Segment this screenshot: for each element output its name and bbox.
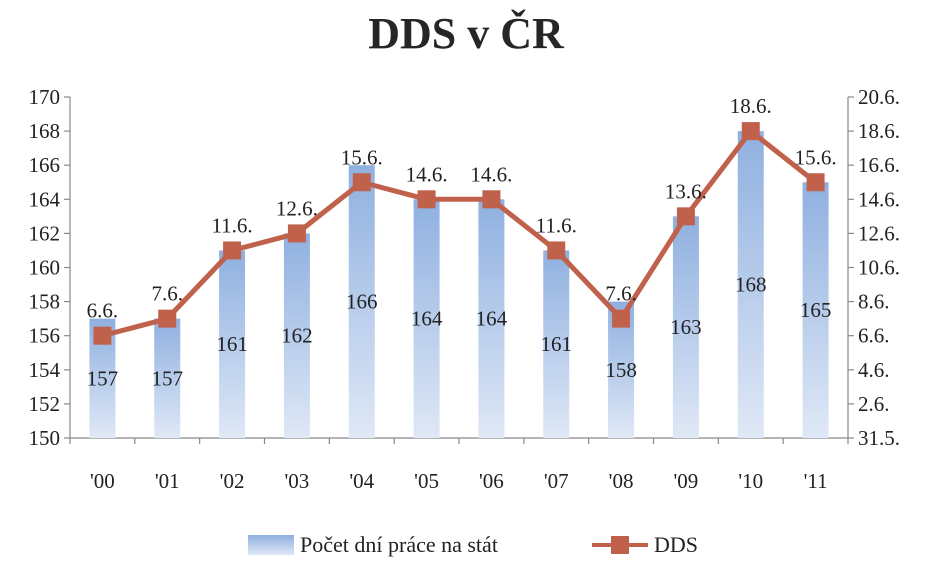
bar-label: 157 [152, 366, 184, 390]
dds-marker [417, 190, 436, 209]
axes: 150 152 154 156 158 160 162 164 166 168 170 31.5. 2.… [29, 85, 901, 493]
bar [154, 318, 181, 438]
dds-marker [223, 241, 242, 260]
right-tick-label: 2.6. [858, 392, 890, 416]
dds-marker [287, 224, 306, 243]
right-tick-label: 16.6. [858, 153, 900, 177]
left-tick-label: 154 [29, 358, 61, 382]
line-label: 15.6. [795, 145, 837, 169]
x-tick-label: '09 [674, 469, 699, 493]
line-label: 15.6. [341, 145, 383, 169]
left-tick-label: 162 [29, 221, 61, 245]
left-tick-label: 156 [29, 324, 61, 348]
dds-marker [676, 207, 695, 226]
legend-bar-swatch [248, 535, 294, 555]
combo-chart: 150 152 154 156 158 160 162 164 166 168 170 31.5. 2.… [29, 85, 901, 493]
right-tick-label: 18.6. [858, 119, 900, 143]
line-label: 7.6. [152, 282, 184, 306]
right-tick-label: 12.6. [858, 221, 900, 245]
dds-marker [352, 173, 371, 192]
x-tick-label: '08 [609, 469, 634, 493]
line-series [93, 122, 825, 345]
left-tick-label: 170 [29, 85, 61, 109]
bar [413, 199, 440, 438]
bar-label: 162 [281, 324, 313, 348]
right-tick-label: 31.5. [858, 426, 900, 450]
dds-line [101, 128, 818, 339]
line-data-labels: 6.6. 7.6. 11.6. 12.6. 15.6. 14.6. 14.6. 11.6. 7.… [87, 94, 837, 323]
line-label: 11.6. [211, 213, 252, 237]
bar-label: 161 [216, 332, 248, 356]
left-tick-label: 150 [29, 426, 61, 450]
bar-series [89, 131, 829, 438]
dds-marker [741, 122, 760, 141]
x-tick-label: '11 [804, 469, 828, 493]
bar-label: 164 [411, 307, 443, 331]
x-tick-label: '02 [220, 469, 245, 493]
bar-label: 165 [800, 298, 832, 322]
left-tick-label: 158 [29, 290, 61, 314]
right-tick-label: 6.6. [858, 324, 890, 348]
legend-item-bars: Počet dní práce na stát [248, 530, 498, 560]
bar-label: 157 [87, 366, 119, 390]
line-label: 14.6. [406, 162, 448, 186]
line-label: 7.6. [605, 282, 637, 306]
line-label: 18.6. [730, 94, 772, 118]
dds-marker [158, 309, 177, 328]
x-tick-label: '01 [155, 469, 180, 493]
bar [672, 216, 699, 438]
left-tick-label: 160 [29, 256, 61, 280]
right-tick-label: 14.6. [858, 187, 900, 211]
bar-label: 163 [670, 315, 702, 339]
legend-label-bars: Počet dní práce na stát [300, 532, 498, 557]
left-tick-label: 164 [29, 187, 61, 211]
right-tick-label: 10.6. [858, 256, 900, 280]
bar [737, 131, 764, 438]
left-tick-label: 166 [29, 153, 61, 177]
legend: Počet dní práce na stát DDS [0, 530, 932, 560]
x-tick-label: '10 [738, 469, 763, 493]
x-tick-label: '00 [90, 469, 115, 493]
right-tick-label: 8.6. [858, 290, 890, 314]
x-tick-label: '03 [285, 469, 310, 493]
bar [543, 250, 570, 438]
bar-label: 164 [476, 307, 508, 331]
line-label: 11.6. [536, 213, 577, 237]
dds-marker [806, 173, 825, 192]
line-label: 6.6. [87, 299, 119, 323]
bar [478, 199, 505, 438]
legend-item-line: DDS [592, 530, 698, 560]
bar-label: 158 [605, 358, 637, 382]
bar [283, 233, 310, 438]
line-label: 14.6. [470, 162, 512, 186]
right-tick-label: 20.6. [858, 85, 900, 109]
bar-data-labels: 157 157 161 162 166 164 164 161 158 163 168 165 [87, 273, 832, 391]
x-tick-label: '06 [479, 469, 504, 493]
dds-marker [93, 326, 112, 345]
chart-title: DDS v ČR [368, 9, 564, 58]
right-tick-label: 4.6. [858, 358, 890, 382]
dds-marker [547, 241, 566, 260]
bar [348, 165, 375, 438]
legend-label-line: DDS [654, 532, 699, 557]
line-label: 13.6. [665, 179, 707, 203]
x-tick-label: '07 [544, 469, 569, 493]
bar-label: 168 [735, 273, 767, 297]
line-label: 12.6. [276, 196, 318, 220]
dds-marker [612, 309, 631, 328]
bar-label: 166 [346, 290, 378, 314]
legend-line-swatch [592, 535, 648, 555]
left-tick-label: 152 [29, 392, 61, 416]
x-tick-label: '04 [349, 469, 374, 493]
left-tick-label: 168 [29, 119, 61, 143]
bar [219, 250, 246, 438]
bar [802, 182, 829, 438]
bar-label: 161 [541, 332, 573, 356]
x-tick-label: '05 [414, 469, 439, 493]
dds-marker [482, 190, 501, 209]
